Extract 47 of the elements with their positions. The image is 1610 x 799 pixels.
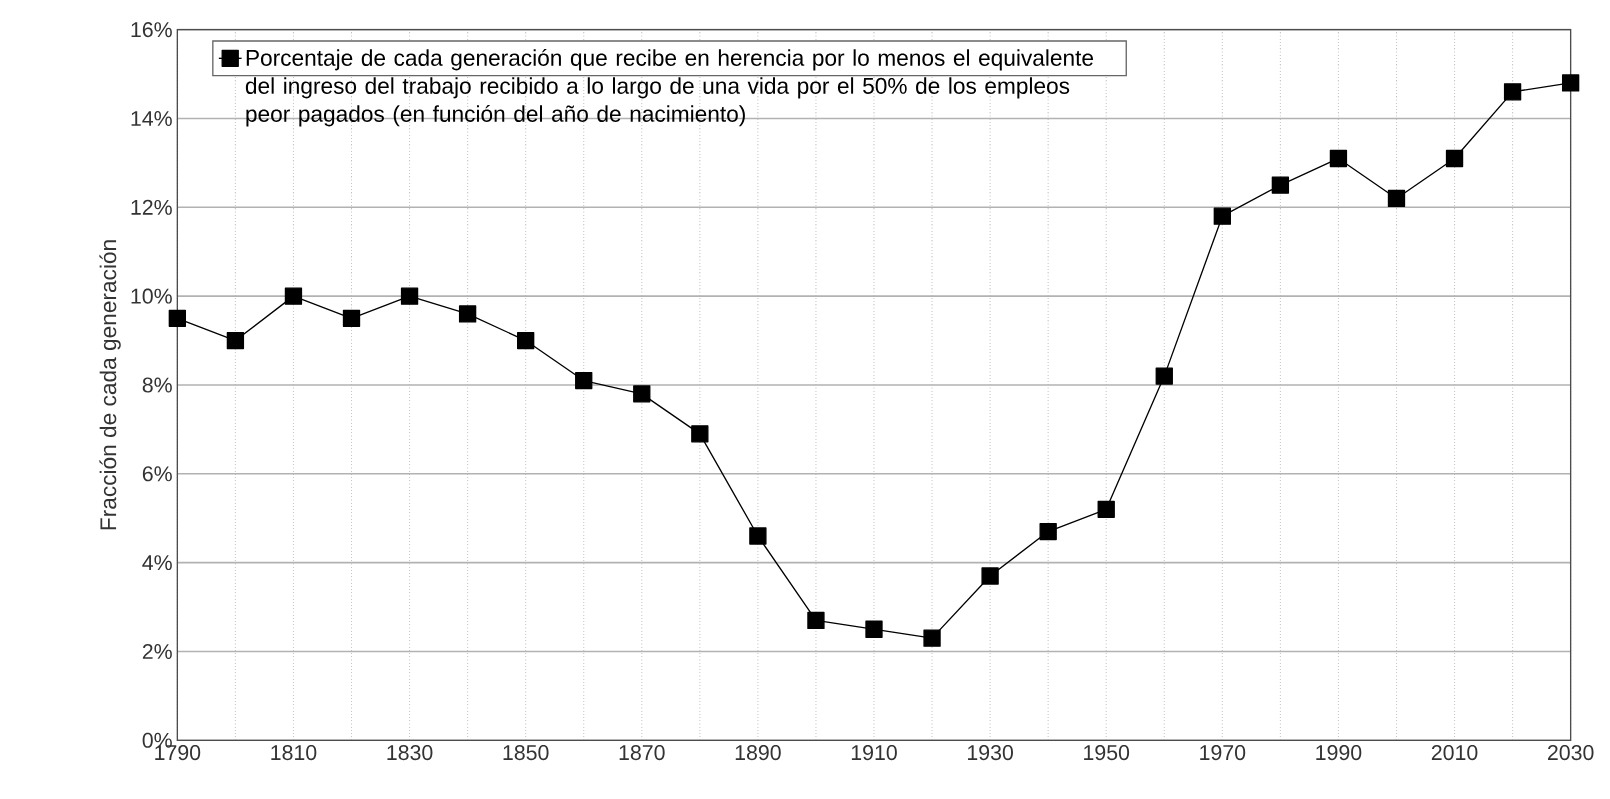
point [400, 287, 419, 305]
y-tick-label: 2% [142, 643, 172, 659]
point [1155, 367, 1173, 385]
point [1097, 500, 1115, 519]
point [575, 371, 593, 390]
x-tick-label: 1950 [1084, 745, 1130, 761]
x-tick-label: 1970 [1200, 745, 1246, 761]
point [458, 305, 477, 323]
y-axis-title: Fracción de cada generación [99, 240, 121, 530]
point [1329, 149, 1348, 168]
point [1271, 176, 1290, 194]
x-tick-label: 1930 [968, 745, 1013, 761]
x-tick-label: 1910 [851, 745, 897, 761]
x-tick-label: 2010 [1431, 745, 1478, 761]
x-tick-label: 1990 [1316, 745, 1362, 761]
y-tick-label: 8% [142, 377, 172, 393]
x-tick-label: 1870 [619, 745, 665, 761]
x-tick-label: 1830 [387, 745, 433, 761]
point [807, 611, 825, 630]
point [1039, 522, 1057, 541]
point [168, 309, 187, 328]
x-tick-label: 1850 [503, 745, 549, 761]
point [865, 620, 883, 638]
point [342, 309, 361, 328]
x-tick-label: 1890 [735, 745, 781, 761]
point [1387, 189, 1406, 208]
point [981, 567, 999, 585]
point [517, 331, 535, 350]
y-tick-label: 14% [131, 111, 172, 126]
point [923, 629, 941, 647]
point [749, 527, 767, 545]
y-tick-label: 10% [131, 288, 172, 304]
point [1445, 149, 1464, 168]
y-tick-label: 16% [131, 22, 172, 38]
y-tick-label: 4% [142, 555, 172, 571]
point [226, 331, 245, 350]
y-tick-label: 12% [131, 199, 172, 215]
x-tick-label: 2030 [1547, 745, 1594, 761]
point [691, 425, 709, 443]
legend-label: Porcentaje de cada generación que recibe en herencia por lo menos el equivalente del ingreso del trabajo recibido a lo largo de una vida por el 50% de los empleos peor pagados (en función del año de nacimiento) [245, 48, 1094, 127]
point [633, 385, 651, 403]
point [284, 287, 303, 305]
point [1561, 74, 1580, 92]
point [1213, 207, 1231, 225]
point [1503, 83, 1522, 101]
x-tick-label: 1810 [271, 745, 317, 761]
y-tick-label: 6% [142, 466, 172, 482]
